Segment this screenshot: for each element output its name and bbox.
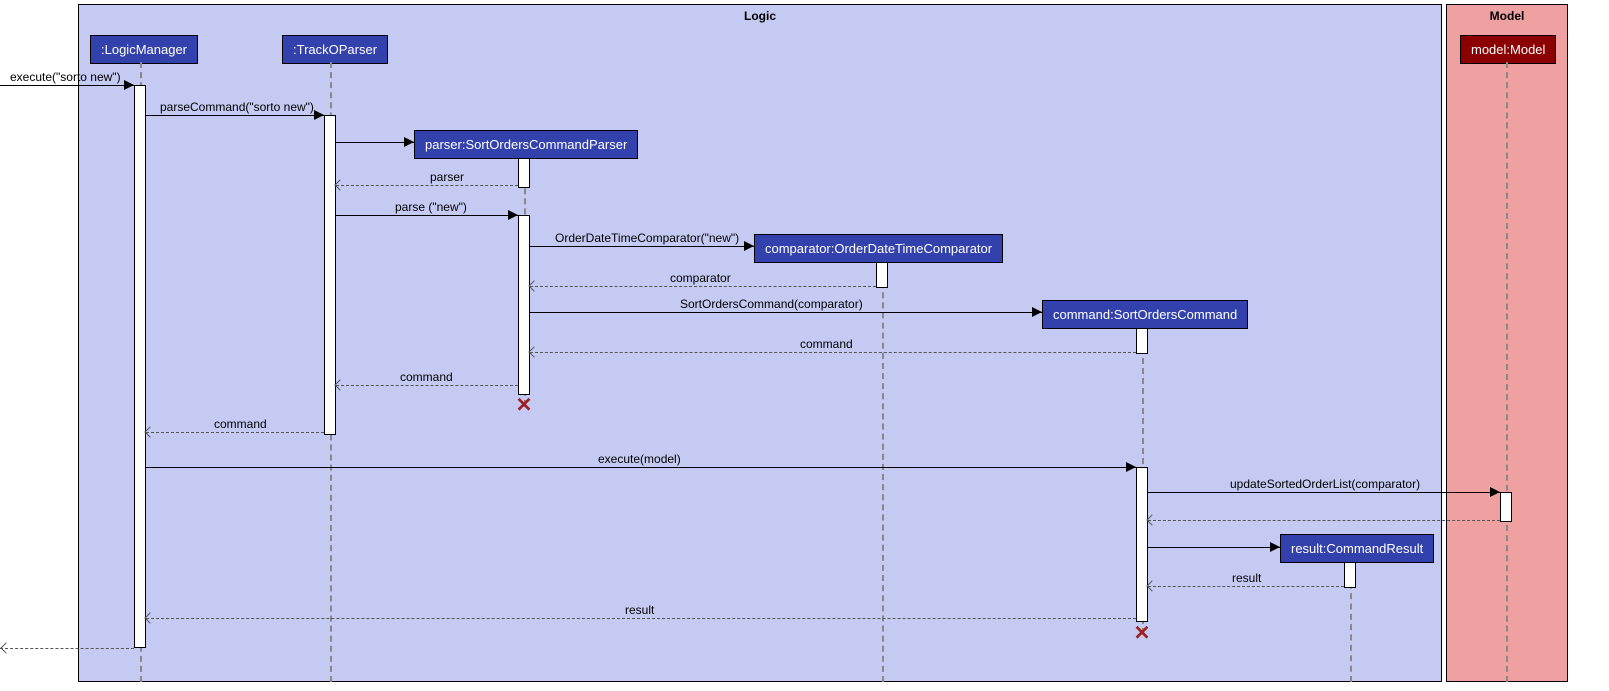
participant-sortparser: parser:SortOrdersCommandParser xyxy=(414,130,638,159)
destroy-command: ✕ xyxy=(1134,621,1151,646)
arrowhead-m4 xyxy=(744,241,754,251)
label-m8: command xyxy=(400,370,453,384)
activation-comparator xyxy=(876,262,888,288)
arrow-m7 xyxy=(530,352,1136,353)
label-m0: execute("sorto new") xyxy=(10,70,121,84)
arrow-m13 xyxy=(146,618,1136,619)
participant-trackoparser: :TrackOParser xyxy=(282,35,388,64)
arrow-m0 xyxy=(0,85,134,86)
label-m10: execute(model) xyxy=(598,452,681,466)
activation-result xyxy=(1344,562,1356,588)
label-m3: parse ("new") xyxy=(395,200,467,214)
arrow-create-sortparser xyxy=(336,142,414,143)
label-m13: result xyxy=(625,603,654,617)
participant-logicmanager: :LogicManager xyxy=(90,35,198,64)
label-m6: SortOrdersCommand(comparator) xyxy=(680,297,863,311)
arrow-m8 xyxy=(336,385,518,386)
activation-model xyxy=(1500,492,1512,522)
arrowhead-m10 xyxy=(1126,462,1136,472)
arrow-create-result xyxy=(1148,547,1280,548)
arrowhead-create-sortparser xyxy=(404,137,414,147)
arrowhead-create-result xyxy=(1270,542,1280,552)
label-m1: parseCommand("sorto new") xyxy=(160,100,314,114)
label-m2: parser xyxy=(430,170,464,184)
activation-command-2 xyxy=(1136,467,1148,622)
frame-model-title: Model xyxy=(1490,9,1525,23)
arrow-m1 xyxy=(146,115,324,116)
participant-result: result:CommandResult xyxy=(1280,534,1434,563)
activation-trackoparser xyxy=(324,115,336,435)
lifeline-model xyxy=(1506,62,1508,682)
destroy-sortparser: ✕ xyxy=(516,393,533,418)
arrow-m2 xyxy=(336,185,518,186)
label-m7: command xyxy=(800,337,853,351)
participant-command: command:SortOrdersCommand xyxy=(1042,300,1248,329)
participant-comparator: comparator:OrderDateTimeComparator xyxy=(754,234,1003,263)
arrowhead-m11 xyxy=(1490,487,1500,497)
label-m12: result xyxy=(1232,571,1261,585)
arrow-final-return xyxy=(0,648,134,649)
label-m4: OrderDateTimeComparator("new") xyxy=(555,231,739,245)
arrow-m3 xyxy=(336,215,518,216)
arrow-m10 xyxy=(146,467,1136,468)
activation-command-1 xyxy=(1136,328,1148,354)
label-m5: comparator xyxy=(670,271,731,285)
arrowhead-final-return xyxy=(0,642,11,653)
arrowhead-m6 xyxy=(1032,307,1042,317)
arrow-m12 xyxy=(1148,586,1344,587)
arrow-m6 xyxy=(530,312,1042,313)
activation-sortparser-2 xyxy=(518,215,530,395)
arrowhead-m0 xyxy=(124,80,134,90)
participant-model: model:Model xyxy=(1460,35,1556,64)
arrow-m11 xyxy=(1148,492,1500,493)
activation-sortparser-1 xyxy=(518,158,530,188)
label-m11: updateSortedOrderList(comparator) xyxy=(1230,477,1420,491)
diagram-container: Logic Model :LogicManager :TrackOParser … xyxy=(0,0,1609,691)
frame-logic-title: Logic xyxy=(744,9,776,23)
arrow-return-model xyxy=(1148,520,1500,521)
activation-logicmanager xyxy=(134,85,146,648)
arrow-m9 xyxy=(146,432,324,433)
arrow-m5 xyxy=(530,286,876,287)
lifeline-comparator xyxy=(882,262,884,682)
arrowhead-m3 xyxy=(508,210,518,220)
arrow-m4 xyxy=(530,246,754,247)
label-m9: command xyxy=(214,417,267,431)
arrowhead-m1 xyxy=(314,110,324,120)
